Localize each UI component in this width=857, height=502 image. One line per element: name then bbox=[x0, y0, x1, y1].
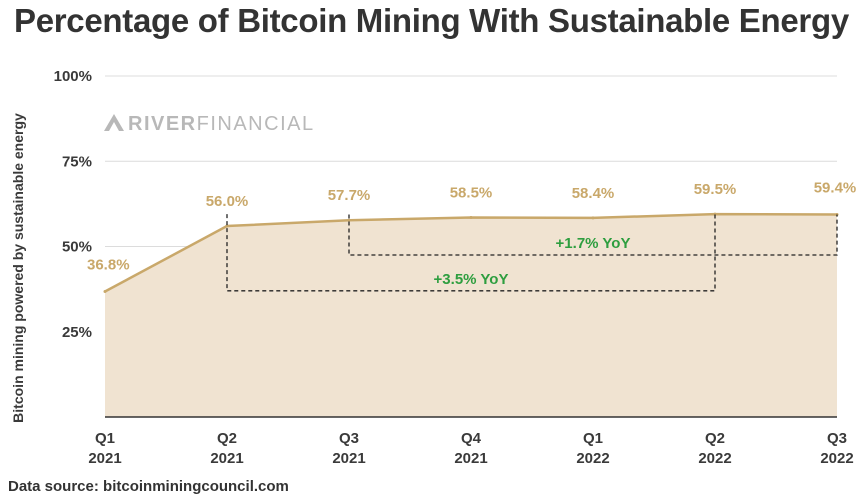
data-source-note: Data source: bitcoinminingcouncil.com bbox=[8, 478, 289, 495]
data-label: 59.4% bbox=[814, 179, 857, 196]
y-tick-label: 75% bbox=[62, 153, 92, 170]
area-series bbox=[103, 212, 839, 417]
yoy-label: +1.7% YoY bbox=[556, 235, 631, 252]
x-tick-label: Q3 2022 bbox=[820, 430, 853, 467]
area-fill bbox=[105, 214, 837, 417]
x-tick-label: Q3 2021 bbox=[332, 430, 365, 467]
data-label: 59.5% bbox=[694, 181, 737, 198]
river-logo-icon bbox=[104, 114, 124, 131]
y-axis-label: Bitcoin mining powered by sustainable en… bbox=[10, 113, 26, 423]
data-point bbox=[469, 216, 473, 220]
data-label: 57.7% bbox=[328, 187, 371, 204]
y-tick-label: 25% bbox=[62, 324, 92, 341]
river-financial-watermark: RIVERFINANCIAL bbox=[104, 113, 315, 135]
data-label: 56.0% bbox=[206, 193, 249, 210]
data-label: 58.5% bbox=[450, 185, 493, 202]
yoy-bracket bbox=[226, 214, 716, 292]
data-point bbox=[347, 218, 351, 222]
yoy-label: +3.5% YoY bbox=[434, 271, 509, 288]
y-tick-label: 100% bbox=[54, 68, 92, 85]
data-point bbox=[713, 212, 717, 216]
data-point bbox=[225, 224, 229, 228]
x-tick-label: Q1 2022 bbox=[576, 430, 609, 467]
data-point bbox=[103, 290, 107, 294]
data-label: 36.8% bbox=[87, 257, 130, 274]
x-tick-label: Q2 2021 bbox=[210, 430, 243, 467]
data-label: 58.4% bbox=[572, 185, 615, 202]
y-tick-label: 50% bbox=[62, 239, 92, 256]
x-tick-label: Q1 2021 bbox=[88, 430, 121, 467]
watermark-text: RIVERFINANCIAL bbox=[128, 113, 315, 135]
axes: 25% 50% 75% 100% Q1 2021 Q2 2021 Q3 2021 Q4 2021 Q1 2… bbox=[10, 68, 854, 467]
chart-title: Percentage of Bitcoin Mining With Sustai… bbox=[14, 2, 849, 39]
yoy-bracket bbox=[348, 214, 838, 256]
yoy-annotations: +1.7% YoY +3.5% YoY bbox=[226, 214, 838, 292]
x-tick-label: Q2 2022 bbox=[698, 430, 731, 467]
data-point bbox=[591, 216, 595, 220]
data-labels: 36.8% 56.0% 57.7% 58.5% 58.4% 59.5% 59.4% bbox=[87, 179, 856, 273]
x-tick-label: Q4 2021 bbox=[454, 430, 487, 467]
